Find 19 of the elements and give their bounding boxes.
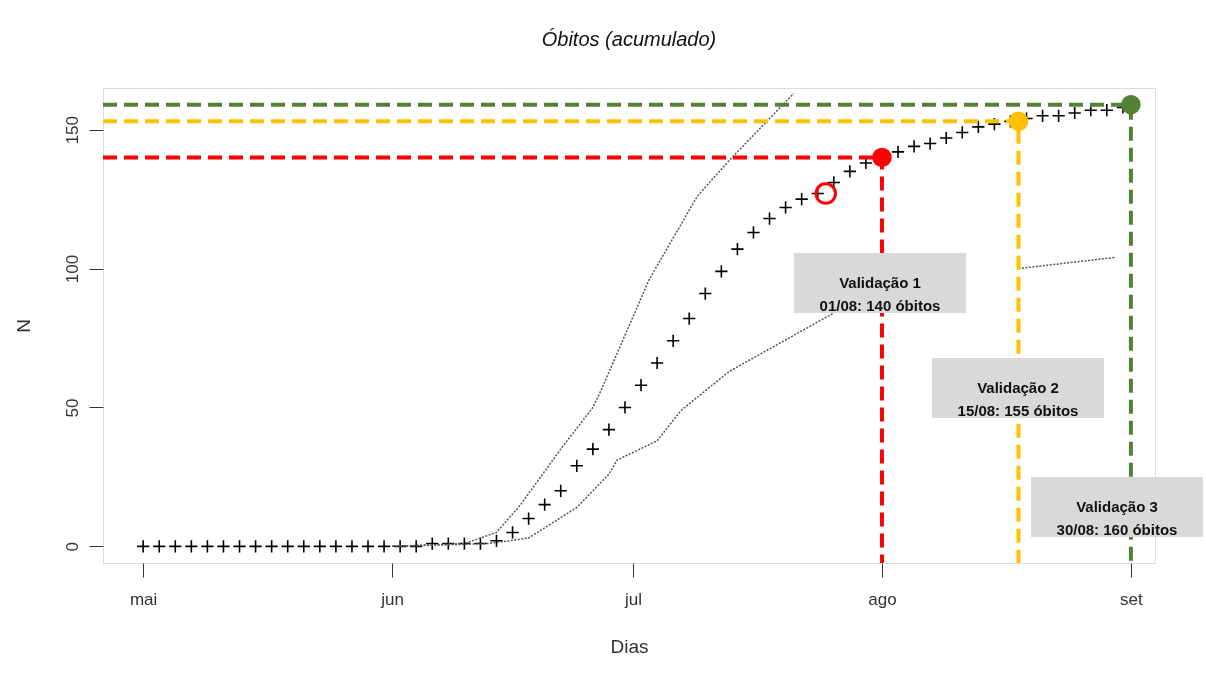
x-tick-label: jun bbox=[380, 589, 404, 609]
x-axis-title: Dias bbox=[610, 635, 649, 657]
y-tick-label: 100 bbox=[62, 254, 82, 284]
x-tick-label: jul bbox=[624, 589, 643, 609]
y-tick-label: 150 bbox=[62, 115, 82, 145]
x-tick-label: set bbox=[1120, 589, 1144, 609]
y-axis-title: N bbox=[12, 319, 34, 333]
annotation: Validação 3 30/08: 160 óbitos bbox=[1056, 498, 1178, 538]
x-tick-label: ago bbox=[868, 589, 897, 609]
point bbox=[872, 147, 892, 168]
y-tick-label: 0 bbox=[62, 542, 82, 552]
point bbox=[1008, 111, 1029, 132]
annotation: Validação 1 01/08: 140 óbitos bbox=[819, 274, 941, 314]
chart-title: Óbitos (acumulado) bbox=[541, 28, 717, 50]
annotation: Validação 2 15/08: 155 óbitos bbox=[957, 379, 1079, 419]
y-tick-label: 50 bbox=[62, 398, 82, 418]
point bbox=[1121, 94, 1141, 115]
point bbox=[814, 182, 837, 205]
x-tick-label: mai bbox=[129, 589, 158, 609]
